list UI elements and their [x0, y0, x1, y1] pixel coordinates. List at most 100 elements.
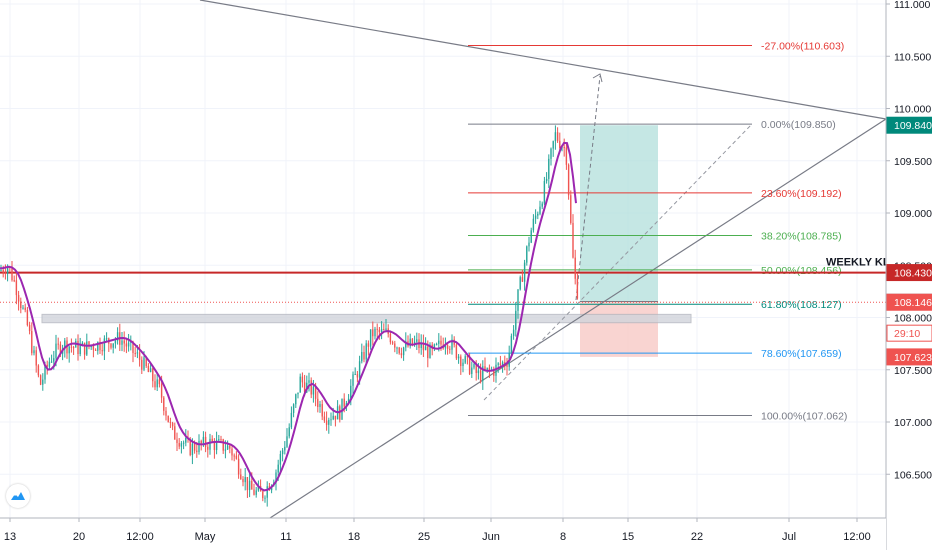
candle-body [429, 344, 431, 359]
time-axis-bg [0, 518, 886, 550]
candle-body [499, 363, 502, 365]
x-tick-label: 18 [348, 531, 360, 543]
candle-body [17, 295, 20, 302]
candle-body [367, 343, 370, 347]
fib-label: 61.80%(108.127) [761, 299, 842, 311]
candle-body [532, 218, 535, 231]
candle-body [198, 440, 200, 453]
candle-body [149, 368, 152, 373]
y-tick-label: 106.500 [894, 469, 932, 481]
candle-body [202, 436, 205, 444]
candle-body [288, 427, 290, 437]
price-badge-bg [886, 116, 932, 134]
candle-body [471, 367, 473, 374]
x-tick-label: 20 [73, 531, 85, 543]
candle-body [207, 446, 209, 450]
candle-body [486, 367, 488, 370]
candle-body [526, 246, 528, 263]
candle-body [138, 352, 141, 360]
candle-body [224, 449, 227, 451]
x-tick-label: Jul [782, 531, 796, 543]
candle-body [4, 272, 7, 274]
candle-body [68, 346, 70, 354]
candle-body [48, 361, 51, 367]
candle-body [352, 374, 354, 386]
candle-body [42, 379, 44, 385]
candle-body [147, 366, 150, 373]
candle-body [215, 440, 218, 451]
x-tick-label: Jun [482, 531, 500, 543]
candle-body [167, 415, 169, 423]
candle-body [105, 338, 108, 340]
candle-body [229, 445, 231, 449]
candle-body [176, 439, 178, 444]
candle-body [174, 426, 176, 440]
candle-body [460, 356, 462, 367]
candle-body [433, 344, 436, 350]
tradingview-logo-icon[interactable] [6, 484, 30, 508]
candle-body [394, 343, 396, 348]
candle-body [354, 374, 356, 376]
candle-body [548, 158, 550, 179]
candle-body [517, 289, 519, 311]
candle-body [99, 342, 101, 351]
candle-body [303, 382, 306, 393]
fib-label: 50.00%(108.456) [761, 265, 842, 277]
candle-body [231, 448, 233, 456]
price-badge: 29:10 [886, 324, 932, 342]
candle-body [64, 340, 66, 349]
candle-body [116, 332, 119, 341]
candle-body [191, 443, 194, 455]
candle-body [211, 438, 213, 442]
candle-body [339, 406, 341, 420]
candle-body [31, 331, 33, 354]
candle-body [295, 394, 297, 405]
fib-label: 100.00%(107.062) [761, 411, 847, 423]
price-badge-bg [886, 324, 932, 342]
candle-body [550, 148, 552, 159]
candle-body [497, 363, 499, 365]
candle-body [193, 443, 196, 451]
candle-body [341, 398, 343, 420]
candle-body [204, 436, 207, 447]
grid [0, 0, 886, 518]
candle-body [154, 381, 156, 388]
candle-body [301, 376, 304, 383]
candle-body [383, 328, 385, 331]
candle-body [248, 480, 251, 491]
candle-body [515, 310, 517, 330]
candle-body [462, 362, 464, 367]
candle-body [123, 340, 125, 344]
y-tick-label: 109.000 [894, 208, 932, 220]
y-tick-label: 110.500 [894, 51, 931, 63]
candle-body [220, 439, 222, 441]
candle-body [22, 307, 24, 309]
candle-body [468, 356, 471, 374]
candle-body [449, 348, 451, 350]
candle-body [369, 329, 372, 347]
candle-body [541, 203, 543, 207]
candle-body [83, 342, 86, 355]
x-tick-label: 12:00 [843, 531, 871, 543]
candle-body [136, 352, 139, 354]
candle-body [323, 416, 326, 421]
candle-body [178, 443, 180, 447]
y-tick-label: 110.000 [894, 104, 931, 116]
price-badge-text: 108.146 [894, 297, 932, 309]
candle-body [26, 310, 29, 326]
candle-body [424, 346, 427, 351]
candle-body [24, 307, 26, 311]
candle-body [165, 410, 167, 416]
x-tick-label: 13 [4, 531, 16, 543]
x-tick-label: 25 [418, 531, 430, 543]
candle-body [244, 477, 246, 483]
candle-body [233, 455, 235, 457]
candle-body [398, 347, 400, 354]
candle-body [312, 386, 315, 395]
candle-body [374, 328, 376, 337]
price-badge: 108.146 [886, 293, 932, 311]
candle-body [444, 345, 447, 349]
fib-label: 0.00%(109.850) [761, 119, 836, 131]
